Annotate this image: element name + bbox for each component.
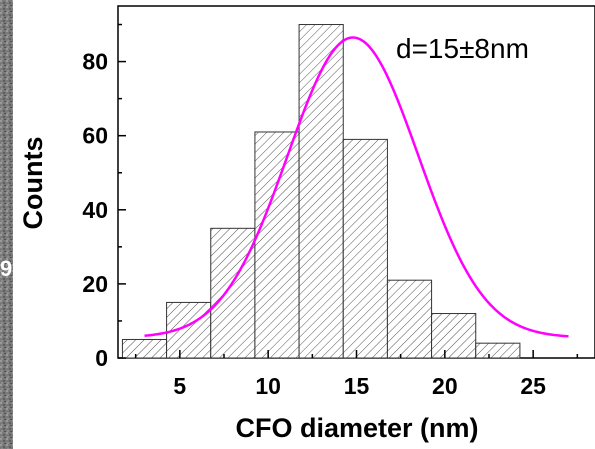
histogram-bar: [210, 227, 256, 359]
x-tick-label: 5: [173, 373, 186, 399]
x-tick-label: 20: [432, 373, 458, 399]
y-tick-label: 40: [82, 197, 108, 223]
x-axis-title: CFO diameter (nm): [235, 413, 478, 443]
x-axis-ticks: 5 10 15 20 25: [134, 350, 579, 399]
y-axis-title: Counts: [18, 137, 48, 230]
histogram-bar: [386, 279, 433, 359]
histogram-bar: [342, 138, 388, 359]
bars-group: [121, 24, 521, 359]
tem-image-edge-strip: 9: [0, 0, 13, 449]
histogram-bar: [298, 24, 344, 359]
x-tick-label: 10: [255, 373, 281, 399]
histogram-bar: [254, 131, 300, 359]
y-tick-label: 20: [82, 271, 108, 297]
fit-annotation: d=15±8nm: [396, 33, 529, 64]
stray-label: 9: [0, 256, 12, 281]
y-tick-label: 80: [82, 49, 108, 75]
histogram-bar: [431, 313, 477, 359]
y-tick-label: 0: [95, 345, 108, 371]
x-tick-label: 15: [344, 373, 370, 399]
histogram-bar: [475, 342, 521, 359]
y-axis-ticks: 0 20 40 60 80: [82, 23, 126, 371]
histogram-bar: [121, 338, 168, 359]
y-tick-label: 60: [82, 123, 108, 149]
x-tick-label: 25: [520, 373, 546, 399]
gaussian-fit-curve: [144, 36, 569, 338]
